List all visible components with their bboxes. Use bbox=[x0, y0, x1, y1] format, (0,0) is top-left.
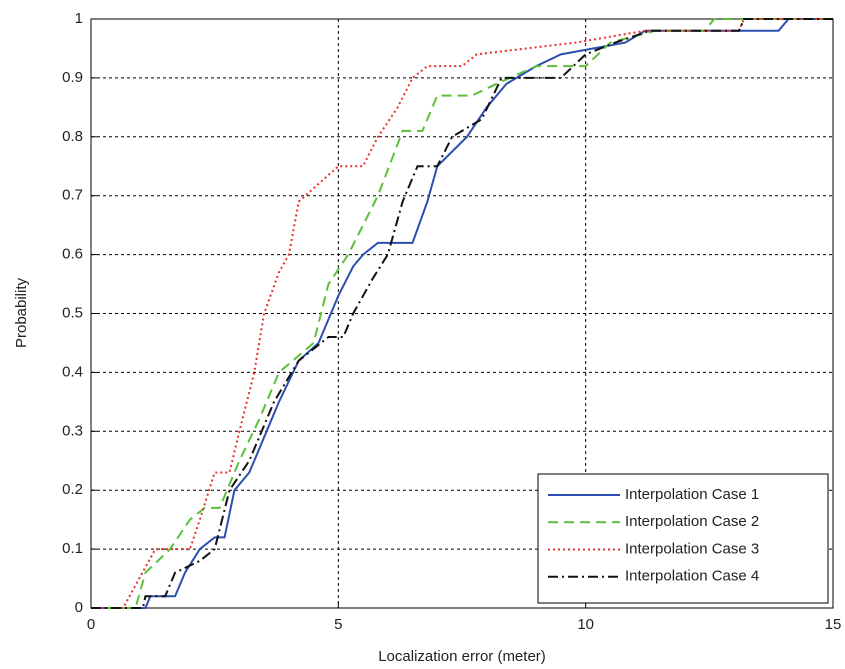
y-tick-label: 0.7 bbox=[62, 187, 83, 204]
legend-label: Interpolation Case 4 bbox=[625, 568, 759, 585]
legend-label: Interpolation Case 2 bbox=[625, 513, 759, 530]
y-tick-label: 0.2 bbox=[62, 481, 83, 498]
y-tick-label: 0.9 bbox=[62, 69, 83, 86]
data-line bbox=[91, 18, 833, 609]
y-tick-label: 0.3 bbox=[62, 422, 83, 439]
legend-label: Interpolation Case 3 bbox=[625, 540, 759, 557]
data-line bbox=[91, 18, 833, 609]
y-tick-label: 0 bbox=[75, 599, 83, 616]
y-tick-label: 0.4 bbox=[62, 363, 83, 380]
x-tick-label: 15 bbox=[825, 616, 842, 633]
data-line bbox=[91, 18, 833, 609]
y-tick-label: 0.1 bbox=[62, 540, 83, 557]
x-tick-label: 5 bbox=[334, 616, 342, 633]
y-axis-label: Probability bbox=[13, 277, 30, 348]
y-tick-label: 0.8 bbox=[62, 128, 83, 145]
y-tick-label: 1 bbox=[75, 10, 83, 27]
x-axis-label: Localization error (meter) bbox=[378, 648, 546, 665]
y-tick-label: 0.6 bbox=[62, 246, 83, 263]
x-tick-label: 0 bbox=[87, 616, 95, 633]
plot-frame bbox=[90, 18, 834, 609]
x-tick-label: 10 bbox=[577, 616, 594, 633]
y-tick-label: 0.5 bbox=[62, 304, 83, 321]
legend-label: Interpolation Case 1 bbox=[625, 486, 759, 503]
